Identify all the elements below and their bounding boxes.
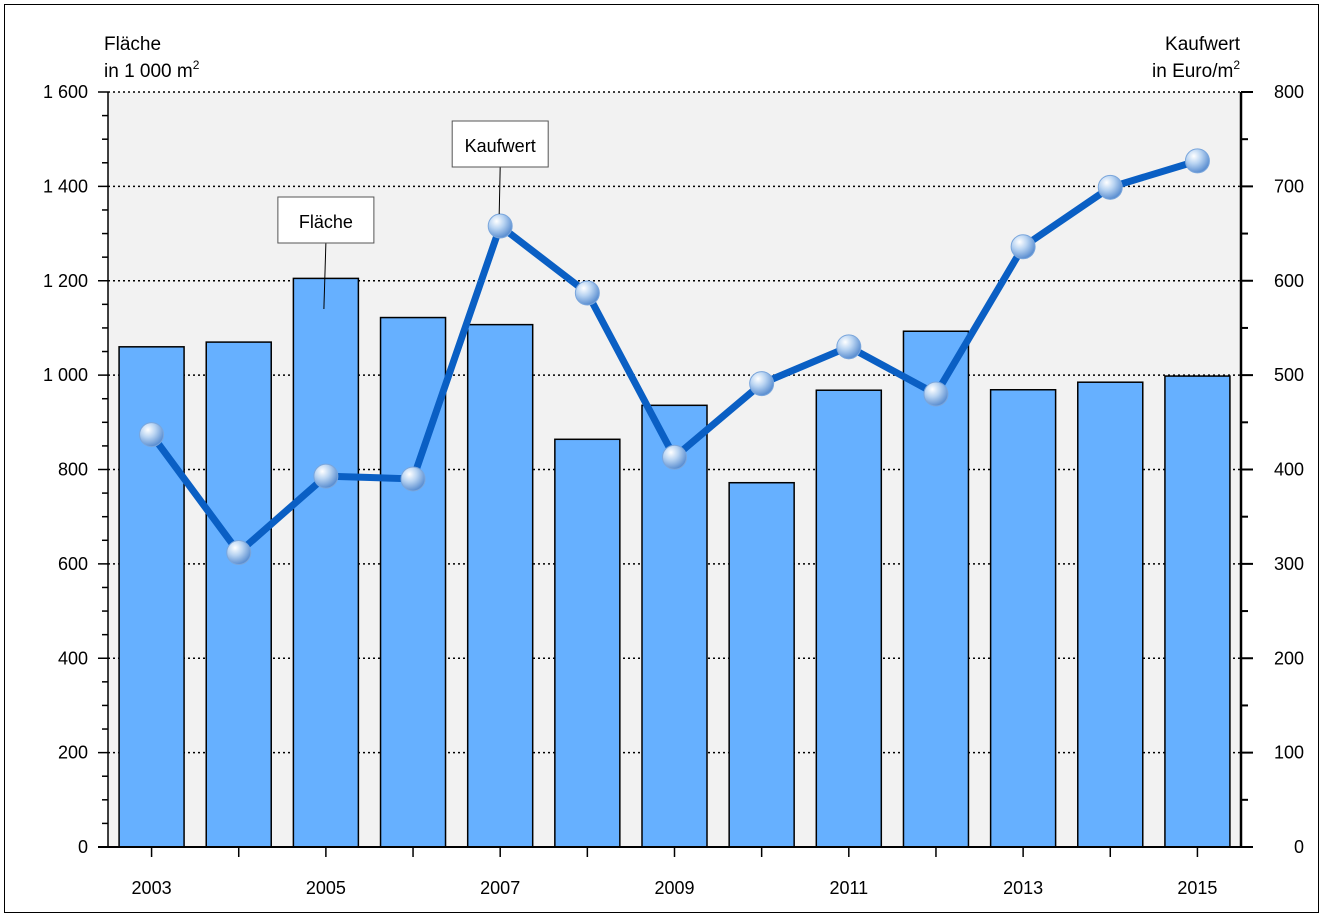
x-tick-label-2011: 2011 [829, 878, 868, 898]
right-tick-label: 700 [1274, 176, 1304, 196]
kaufwert-point-2006 [400, 466, 426, 492]
left-tick-label: 1 600 [43, 82, 88, 102]
left-tick-label: 200 [58, 743, 88, 763]
callout-flaeche: Fläche [277, 196, 375, 310]
right-tick-label: 800 [1274, 82, 1304, 102]
kaufwert-point-2010 [749, 371, 775, 397]
kaufwert-point-2009 [662, 444, 687, 470]
right-tick-label: 200 [1274, 648, 1304, 668]
left-axis-title-line1: Fläche [104, 34, 161, 55]
kaufwert-point-2013 [1010, 234, 1036, 260]
right-axis-title-sup: 2 [1233, 58, 1240, 72]
kaufwert-point-2011 [836, 334, 862, 360]
left-tick-label: 800 [58, 460, 88, 480]
kaufwert-point-2014 [1097, 174, 1123, 200]
callout-kaufwert-leader [498, 166, 501, 215]
callouts: Fläche Kaufwert [277, 120, 549, 310]
bar-2010 [728, 481, 795, 848]
left-axis-title-sup: 2 [193, 58, 200, 72]
right-axis-title-unit: in Euro/m [1152, 61, 1233, 82]
bar-2003 [118, 346, 185, 848]
kaufwert-point-2004 [226, 540, 252, 566]
kaufwert-point-2007 [487, 213, 513, 239]
x-tick-label-2013: 2013 [1003, 878, 1043, 898]
right-tick-label: 300 [1274, 554, 1304, 574]
left-tick-label: 1 000 [43, 365, 88, 385]
left-axis-title: Fläche in 1 000 m2 [104, 34, 200, 82]
bar-2006 [379, 316, 447, 848]
left-axis-title-line2: in 1 000 m2 [104, 58, 200, 82]
bar-2008 [554, 438, 621, 848]
bar-2013 [989, 389, 1057, 848]
bar-2014 [1077, 381, 1144, 848]
kaufwert-point-2008 [574, 280, 600, 306]
x-tick-label-2003: 2003 [132, 878, 172, 898]
kaufwert-point-2005 [313, 463, 339, 489]
axes [98, 91, 1253, 857]
bar-2007 [466, 323, 534, 848]
bar-2004 [205, 341, 272, 848]
callout-flaeche-box [277, 196, 375, 244]
right-tick-label: 0 [1294, 837, 1304, 857]
bar-2011 [815, 389, 883, 848]
right-tick-label: 100 [1274, 743, 1304, 763]
left-tick-label: 0 [78, 837, 88, 857]
callout-kaufwert-box [451, 120, 549, 168]
right-tick-label: 400 [1274, 460, 1304, 480]
left-axis-title-unit: in 1 000 m [104, 61, 193, 82]
x-tick-label-2005: 2005 [306, 878, 346, 898]
callout-kaufwert-label: Kaufwert [465, 136, 536, 156]
x-tick-labels: 2003 2005 2007 2009 2011 2013 2015 [132, 878, 1218, 898]
x-tick-label-2007: 2007 [480, 878, 520, 898]
kaufwert-point-2012 [923, 381, 949, 407]
callout-kaufwert: Kaufwert [451, 120, 549, 215]
callout-flaeche-leader [323, 242, 327, 310]
x-tick-label-2015: 2015 [1177, 878, 1217, 898]
left-tick-labels: 0 200 400 600 800 1 000 1 200 1 400 1 600 [43, 82, 88, 857]
right-axis-title: Kaufwert in Euro/m2 [1152, 34, 1241, 82]
right-tick-label: 600 [1274, 271, 1304, 291]
right-tick-labels: 0 100 200 300 400 500 600 700 800 [1274, 82, 1304, 857]
kaufwert-point-2003 [139, 422, 165, 448]
bar-2005 [292, 277, 360, 848]
right-axis-title-line2: in Euro/m2 [1152, 58, 1240, 82]
right-tick-label: 500 [1274, 365, 1304, 385]
right-axis-title-line1: Kaufwert [1165, 34, 1241, 55]
kaufwert-line [139, 148, 1210, 566]
kaufwert-point-2015 [1184, 148, 1210, 174]
left-tick-label: 600 [58, 554, 88, 574]
bar-2009 [641, 404, 708, 848]
left-tick-label: 1 400 [43, 176, 88, 196]
x-tick-label-2009: 2009 [654, 878, 694, 898]
bar-2012 [902, 330, 970, 848]
callout-flaeche-label: Fläche [299, 212, 353, 232]
left-tick-label: 400 [58, 648, 88, 668]
left-tick-label: 1 200 [43, 271, 88, 291]
bar-2015 [1164, 375, 1231, 848]
